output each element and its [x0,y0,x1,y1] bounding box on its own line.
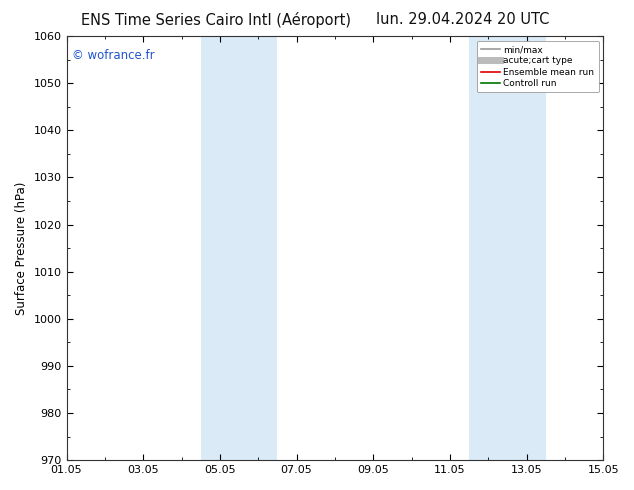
Y-axis label: Surface Pressure (hPa): Surface Pressure (hPa) [15,181,28,315]
Bar [469,36,546,460]
Bar [201,36,277,460]
Text: ENS Time Series Cairo Intl (Aéroport): ENS Time Series Cairo Intl (Aéroport) [81,12,351,28]
Text: lun. 29.04.2024 20 UTC: lun. 29.04.2024 20 UTC [376,12,550,27]
Text: © wofrance.fr: © wofrance.fr [72,49,155,62]
Legend: min/max, acute;cart type, Ensemble mean run, Controll run: min/max, acute;cart type, Ensemble mean … [477,41,598,93]
